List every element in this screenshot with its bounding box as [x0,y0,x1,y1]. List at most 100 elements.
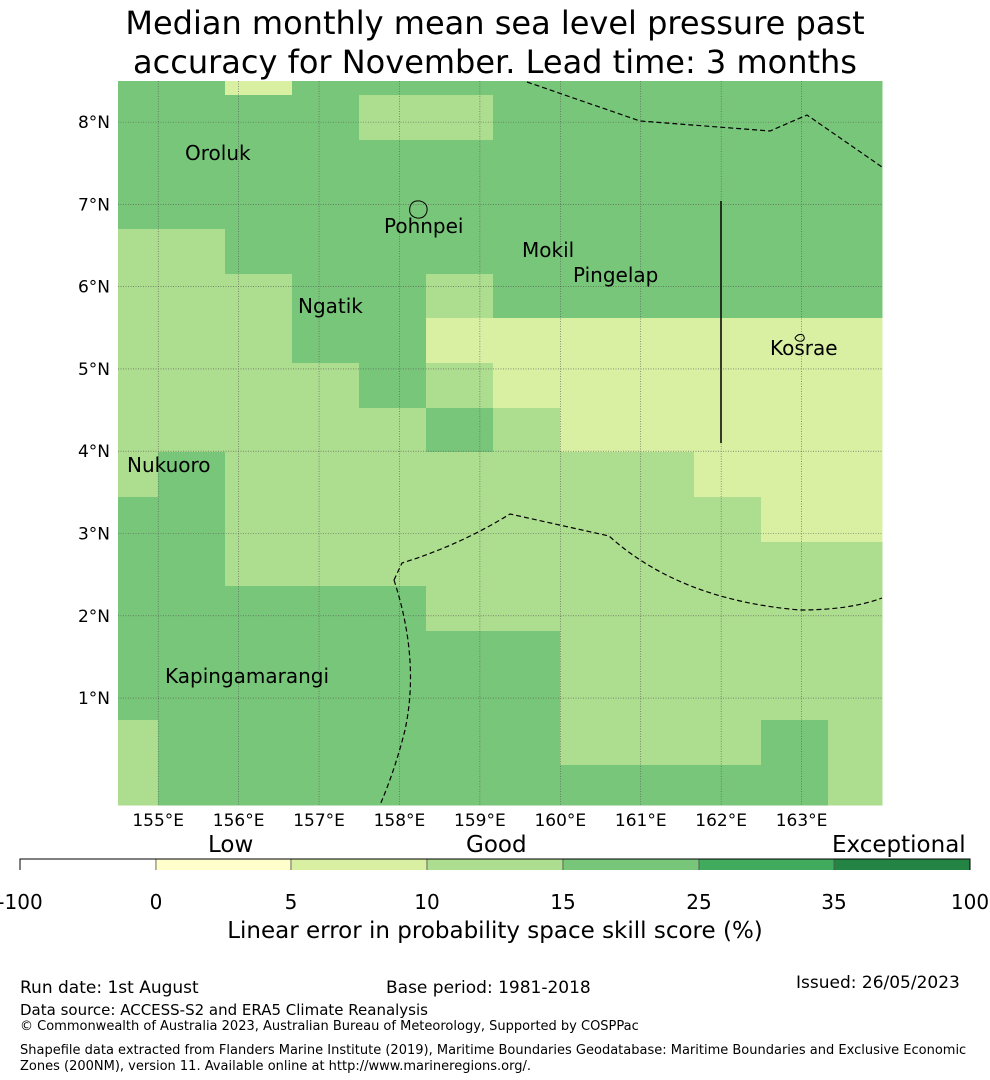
grid-cell [359,140,427,230]
eez-boundary-south-arc [393,513,883,611]
colorbar-category-exceptional: Exceptional [832,832,966,858]
place-label: Ngatik [298,294,363,318]
grid-cell [761,720,829,766]
place-label: Nukuoro [127,453,211,477]
grid-cell [761,318,829,364]
grid-cell [560,81,628,96]
colorbar-segment [833,858,971,870]
grid-cell [694,408,762,453]
eez-boundaries [379,81,883,806]
place-label: Kosrae [770,336,838,360]
grid-cell [493,765,561,806]
lon-tick-label: 159°E [454,811,506,831]
grid-cell [426,140,494,230]
grid-cell [493,720,561,766]
grid-cell [828,140,883,230]
grid-cell [426,408,494,453]
lon-tick-label: 161°E [615,811,667,831]
grid-cell [426,542,494,587]
grid-cell [627,363,695,409]
place-label: Kapingamarangi [165,664,329,688]
grid-cell [225,318,293,364]
grid-cell [560,497,628,543]
colorbar [19,858,971,870]
grid-cell [225,363,293,409]
lat-tick-label: 4°N [78,442,110,462]
grid-cell [627,542,695,587]
place-label: Pohnpei [384,214,464,238]
grid-cell [493,95,561,141]
grid-cell [118,229,159,275]
grid-cell [359,81,427,96]
grid-cell [225,95,293,141]
place-label: Oroluk [185,141,251,165]
grid-cell [828,363,883,409]
grid-cell [493,140,561,230]
grid-cell [493,81,561,96]
grid-cell [761,274,829,319]
grid-cell [627,720,695,766]
grid-cell [493,318,561,364]
map-title: Median monthly mean sea level pressure p… [125,4,865,81]
grid-cell [225,229,293,275]
grid-cell [225,81,293,96]
skill-score-grid [118,81,883,806]
grid-cell [158,765,226,806]
colorbar-category-good: Good [466,832,527,858]
grid-cell [627,95,695,141]
grid-cell [493,497,561,543]
lat-tick-label: 7°N [78,195,110,215]
grid-cell [225,274,293,319]
grid-cell [158,95,226,141]
grid-cell [158,542,226,587]
grid-cell [694,765,762,806]
grid-cell [694,140,762,230]
grid-cell [694,676,762,721]
grid-cell [493,274,561,319]
grid-cell [694,586,762,632]
grid-cell [627,408,695,453]
colorbar-segment [426,858,564,870]
grid-cell [426,452,494,498]
grid-cell [292,497,360,543]
grid-cell [627,81,695,96]
colorbar-segment [19,858,157,870]
grid-cell [493,542,561,587]
grid-cell [359,318,427,364]
grid-cell [493,586,561,632]
grid-cell [694,452,762,498]
grid-cell [359,408,427,453]
place-label: Pingelap [573,263,658,287]
colorbar-tick-label: 25 [686,890,712,914]
grid-cell [225,765,293,806]
grid-cell [158,452,226,498]
grid-cell [560,720,628,766]
grid-cell [426,363,494,409]
lon-tick-label: 156°E [213,811,265,831]
grid-cell [225,452,293,498]
grid-cell [627,452,695,498]
grid-cell [292,765,360,806]
grid-cell [694,542,762,587]
shapefile-credit: Shapefile data extracted from Flanders M… [20,1043,967,1074]
grid-cell [225,140,293,230]
grid-cell [828,765,883,806]
colorbar-tick-label: 15 [550,890,576,914]
grid-cell [292,586,360,632]
colorbar-tick-label: 35 [821,890,847,914]
grid-cell [694,229,762,275]
grid-cell [158,586,226,632]
lat-tick-label: 8°N [78,113,110,133]
lon-tick-label: 157°E [293,811,345,831]
grid-cell [158,363,226,409]
grid-cell [158,229,226,275]
axis-labels: 155°E 156°E 157°E 158°E 159°E 160°E 161°E 162°E… [78,113,827,831]
lat-tick-label: 5°N [78,360,110,380]
pohnpei-island [409,200,428,219]
grid-cell [694,81,762,96]
grid-cell [359,631,427,677]
grid-cell [158,140,226,230]
grid-cell [828,497,883,543]
grid-cell [761,542,829,587]
grid-cell [694,720,762,766]
